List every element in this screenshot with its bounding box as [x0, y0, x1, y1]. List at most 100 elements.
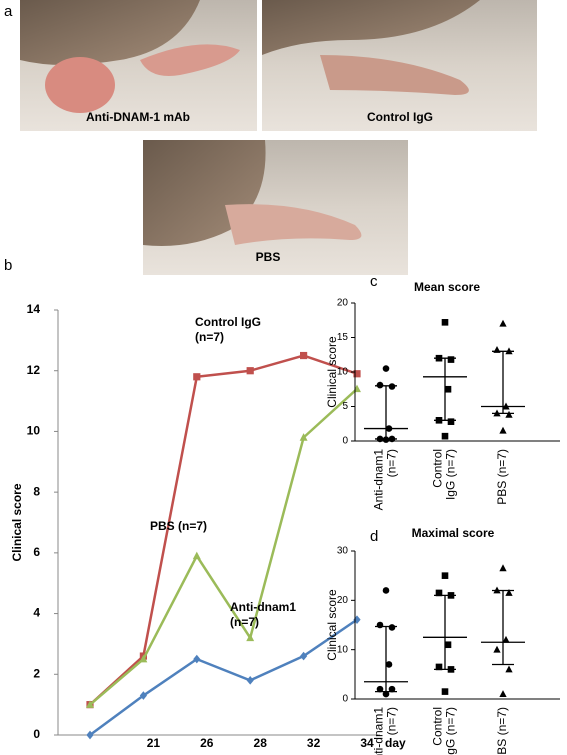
- y-tick-label: 5: [342, 401, 348, 412]
- photo-1: [20, 0, 257, 131]
- marker: [447, 666, 455, 673]
- series-annotation: Control IgG: [195, 315, 261, 329]
- marker: [505, 665, 513, 673]
- marker: [502, 635, 510, 643]
- marker: [376, 621, 384, 629]
- y-tick-label: 20: [337, 298, 349, 309]
- series-line: [89, 354, 358, 706]
- y-axis-label: Clinical score: [325, 336, 339, 408]
- series-annotation: (n=7): [230, 615, 259, 629]
- photo-label: PBS: [256, 250, 281, 264]
- marker: [441, 688, 449, 695]
- marker: [388, 685, 396, 693]
- photo-label: Anti-DNAM-1 mAb: [86, 110, 190, 124]
- marker: [385, 661, 393, 668]
- y-tick-label: 0: [342, 436, 348, 447]
- marker: [193, 654, 201, 664]
- marker: [499, 426, 507, 434]
- x-tick-label: (n=7): [385, 449, 399, 477]
- series-line: [89, 388, 358, 706]
- marker: [499, 319, 507, 327]
- marker: [505, 588, 513, 596]
- marker: [376, 381, 384, 389]
- x-tick-label: (n=7): [385, 707, 399, 735]
- marker: [385, 425, 393, 432]
- marker: [435, 589, 443, 597]
- marker: [139, 691, 147, 700]
- x-tick-label: Anti-dnam1: [372, 449, 386, 511]
- x-tick-label: Control: [431, 449, 445, 488]
- marker: [435, 417, 443, 424]
- marker: [505, 410, 513, 418]
- series-line: [89, 618, 358, 737]
- y-tick-label: 4: [33, 606, 40, 620]
- marker: [353, 370, 361, 378]
- y-axis-label: Clinical score: [10, 483, 24, 561]
- panel-label: a: [4, 3, 13, 20]
- y-tick-label: 0: [342, 694, 348, 705]
- marker: [441, 319, 449, 326]
- marker: [447, 592, 455, 599]
- marker: [299, 433, 308, 441]
- marker: [441, 432, 449, 440]
- marker: [493, 345, 501, 353]
- y-tick-label: 15: [337, 332, 349, 343]
- photo-2: [262, 0, 537, 131]
- marker: [499, 690, 507, 698]
- panel-label: d: [370, 528, 378, 545]
- marker: [444, 641, 452, 649]
- marker: [493, 586, 501, 594]
- x-tick-label: Anti-dnam1: [372, 707, 386, 755]
- marker: [382, 436, 390, 443]
- marker: [192, 551, 201, 560]
- marker: [353, 384, 361, 393]
- marker: [388, 435, 396, 443]
- y-axis-label: Clinical score: [325, 589, 339, 661]
- marker: [246, 676, 254, 685]
- marker: [435, 354, 443, 362]
- x-tick-label: IgG (n=7): [444, 449, 458, 500]
- y-tick-label: 10: [337, 644, 349, 655]
- marker: [444, 385, 452, 393]
- marker: [502, 402, 510, 410]
- y-tick-label: 0: [33, 727, 40, 741]
- photo-label: Control IgG: [367, 110, 433, 124]
- marker: [139, 654, 148, 663]
- marker: [86, 730, 94, 740]
- photo-3: [143, 140, 408, 275]
- chart-title: Maximal score: [412, 526, 495, 540]
- marker: [246, 633, 255, 642]
- panel-label: c: [370, 273, 378, 290]
- marker: [435, 663, 443, 671]
- marker: [499, 564, 507, 572]
- y-tick-label: 8: [33, 484, 40, 498]
- marker: [193, 373, 201, 381]
- y-tick-label: 12: [27, 363, 41, 377]
- x-tick-label: PBS (n=7): [495, 449, 509, 505]
- x-tick-label: 26: [200, 736, 214, 750]
- marker: [441, 572, 449, 579]
- chart-title: Mean score: [414, 280, 480, 294]
- x-axis-label: day: [385, 736, 406, 750]
- series-annotation: Anti-dnam1: [230, 600, 296, 614]
- marker: [376, 685, 384, 693]
- x-tick-label: IgG (n=7): [444, 707, 458, 755]
- marker: [493, 645, 501, 653]
- series-annotation: (n=7): [195, 330, 224, 344]
- x-tick-label: 34: [360, 736, 374, 750]
- marker: [382, 365, 390, 372]
- marker: [447, 356, 455, 363]
- marker: [493, 409, 501, 417]
- series-annotation: PBS (n=7): [150, 519, 207, 533]
- marker: [388, 624, 396, 631]
- marker: [382, 587, 390, 594]
- y-tick-label: 6: [33, 545, 40, 559]
- x-tick-label: 32: [307, 736, 321, 750]
- marker: [388, 383, 396, 390]
- y-tick-label: 2: [33, 666, 40, 680]
- marker: [382, 690, 390, 698]
- x-tick-label: Control: [431, 707, 445, 746]
- marker: [447, 418, 455, 425]
- marker: [300, 351, 308, 360]
